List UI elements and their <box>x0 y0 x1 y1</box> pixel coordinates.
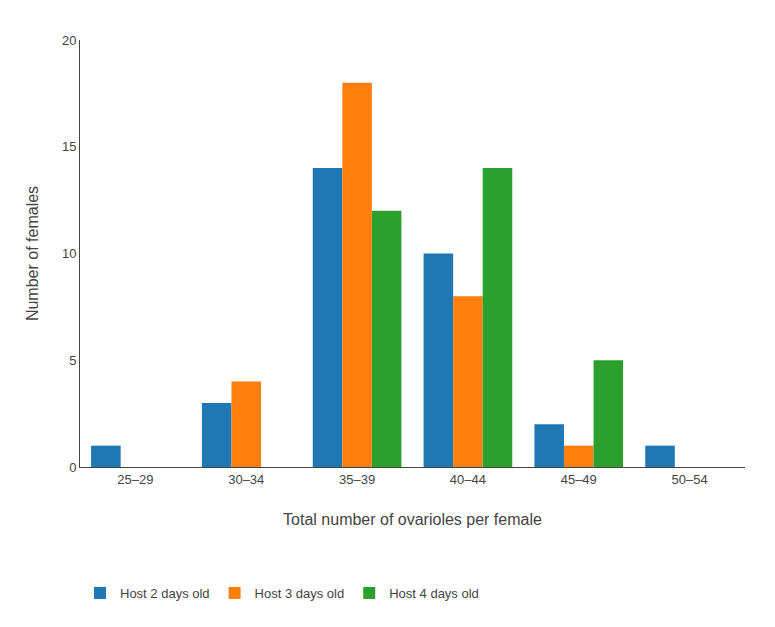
svg-text:25–29: 25–29 <box>117 472 153 487</box>
svg-text:45–49: 45–49 <box>561 472 597 487</box>
svg-text:Host 4 days old: Host 4 days old <box>389 586 479 601</box>
svg-text:Host 3 days old: Host 3 days old <box>255 586 345 601</box>
svg-text:10: 10 <box>62 246 76 261</box>
svg-text:40–44: 40–44 <box>450 472 486 487</box>
svg-text:35–39: 35–39 <box>339 472 375 487</box>
svg-text:30–34: 30–34 <box>228 472 264 487</box>
svg-text:5: 5 <box>69 353 76 368</box>
svg-text:50–54: 50–54 <box>672 472 708 487</box>
svg-text:20: 20 <box>62 33 76 48</box>
svg-text:Number of females: Number of females <box>24 186 41 321</box>
svg-text:Host 2 days old: Host 2 days old <box>120 586 210 601</box>
svg-text:Total number of ovarioles per: Total number of ovarioles per female <box>283 511 542 528</box>
svg-text:0: 0 <box>69 460 76 475</box>
svg-text:15: 15 <box>62 139 76 154</box>
